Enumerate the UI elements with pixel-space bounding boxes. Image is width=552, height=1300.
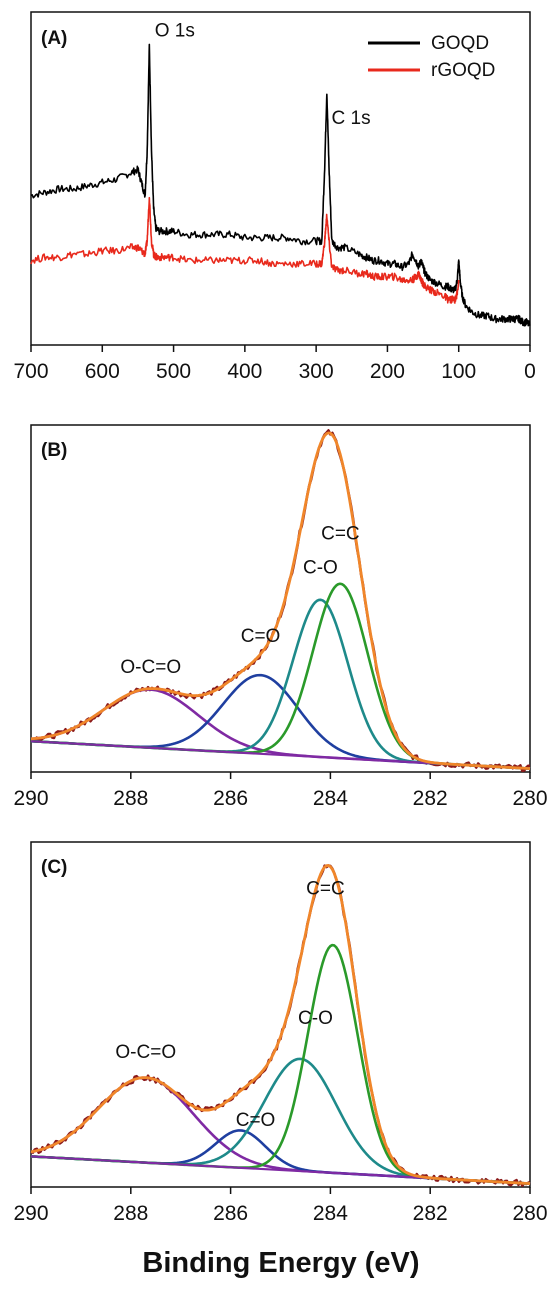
x-tick-label: 500: [156, 360, 191, 383]
x-tick-label: 600: [85, 360, 120, 383]
panel-a-frame: [30, 11, 531, 346]
component-line-cc: [30, 943, 531, 1185]
panel-c-letter: (C): [41, 857, 67, 878]
x-tick-label: 700: [13, 360, 48, 383]
panel-a-legend: GOQD rGOQD: [368, 33, 495, 81]
component-line-co: [30, 1129, 531, 1185]
x-tick-label: 0: [524, 360, 536, 383]
x-tick-label: 290: [13, 1202, 48, 1225]
x-tick-label: 286: [213, 1202, 248, 1225]
x-tick-label: 400: [227, 360, 262, 383]
x-tick-label: 280: [512, 787, 547, 810]
x-axis-label: Binding Energy (eV): [142, 1247, 419, 1279]
x-tick-label: 282: [413, 1202, 448, 1225]
series-line-rgoqd: [30, 196, 460, 304]
x-tick-label: 200: [370, 360, 405, 383]
peak-annotation: C=C: [306, 879, 345, 900]
panel-b-letter: (B): [41, 440, 67, 461]
raw-data-line: [30, 429, 531, 773]
peak-annotation: O-C=O: [120, 657, 181, 678]
x-tick-label: 284: [313, 787, 348, 810]
panel-a: (A) GOQD rGOQD 700 600 500 400 300 200 100 0 O 1…: [13, 11, 536, 383]
x-tick-label: 290: [13, 787, 48, 810]
peak-annotation: C=C: [321, 523, 360, 544]
legend-label-goqd: GOQD: [431, 33, 489, 54]
legend-label-rgoqd: rGOQD: [431, 60, 495, 81]
peak-annotation: C=O: [236, 1110, 276, 1131]
x-tick-label: 280: [512, 1202, 547, 1225]
component-line-oco: [30, 1076, 531, 1185]
x-tick-label: 100: [441, 360, 476, 383]
peak-annotation: C 1s: [332, 108, 371, 129]
peak-annotation: C-O: [298, 1008, 333, 1029]
x-tick-label: 288: [113, 1202, 148, 1225]
x-tick-label: 300: [299, 360, 334, 383]
panel-a-letter: (A): [41, 28, 67, 49]
envelope-line: [30, 431, 531, 770]
component-line-co: [30, 598, 531, 770]
raw-data-line: [30, 864, 531, 1187]
panel-b-frame: [30, 424, 531, 773]
x-tick-label: 284: [313, 1202, 348, 1225]
peak-annotation: O-C=O: [115, 1042, 176, 1063]
envelope-line: [30, 864, 531, 1185]
component-line-co: [30, 1057, 531, 1185]
panel-b: (B) 290 288 286 284 282 280 O-C=O C=O C-O C=C: [13, 424, 548, 810]
panel-c: (C) 290 288 286 284 282 280 O-C=O C=O C-O C=C: [13, 841, 548, 1225]
peak-annotation: O 1s: [155, 20, 195, 41]
panel-c-frame: [30, 841, 531, 1188]
series-line-goqd: [30, 43, 531, 327]
x-tick-label: 282: [413, 787, 448, 810]
x-tick-label: 288: [113, 787, 148, 810]
peak-annotation: C-O: [303, 558, 338, 579]
x-tick-label: 286: [213, 787, 248, 810]
peak-annotation: C=O: [241, 626, 281, 647]
